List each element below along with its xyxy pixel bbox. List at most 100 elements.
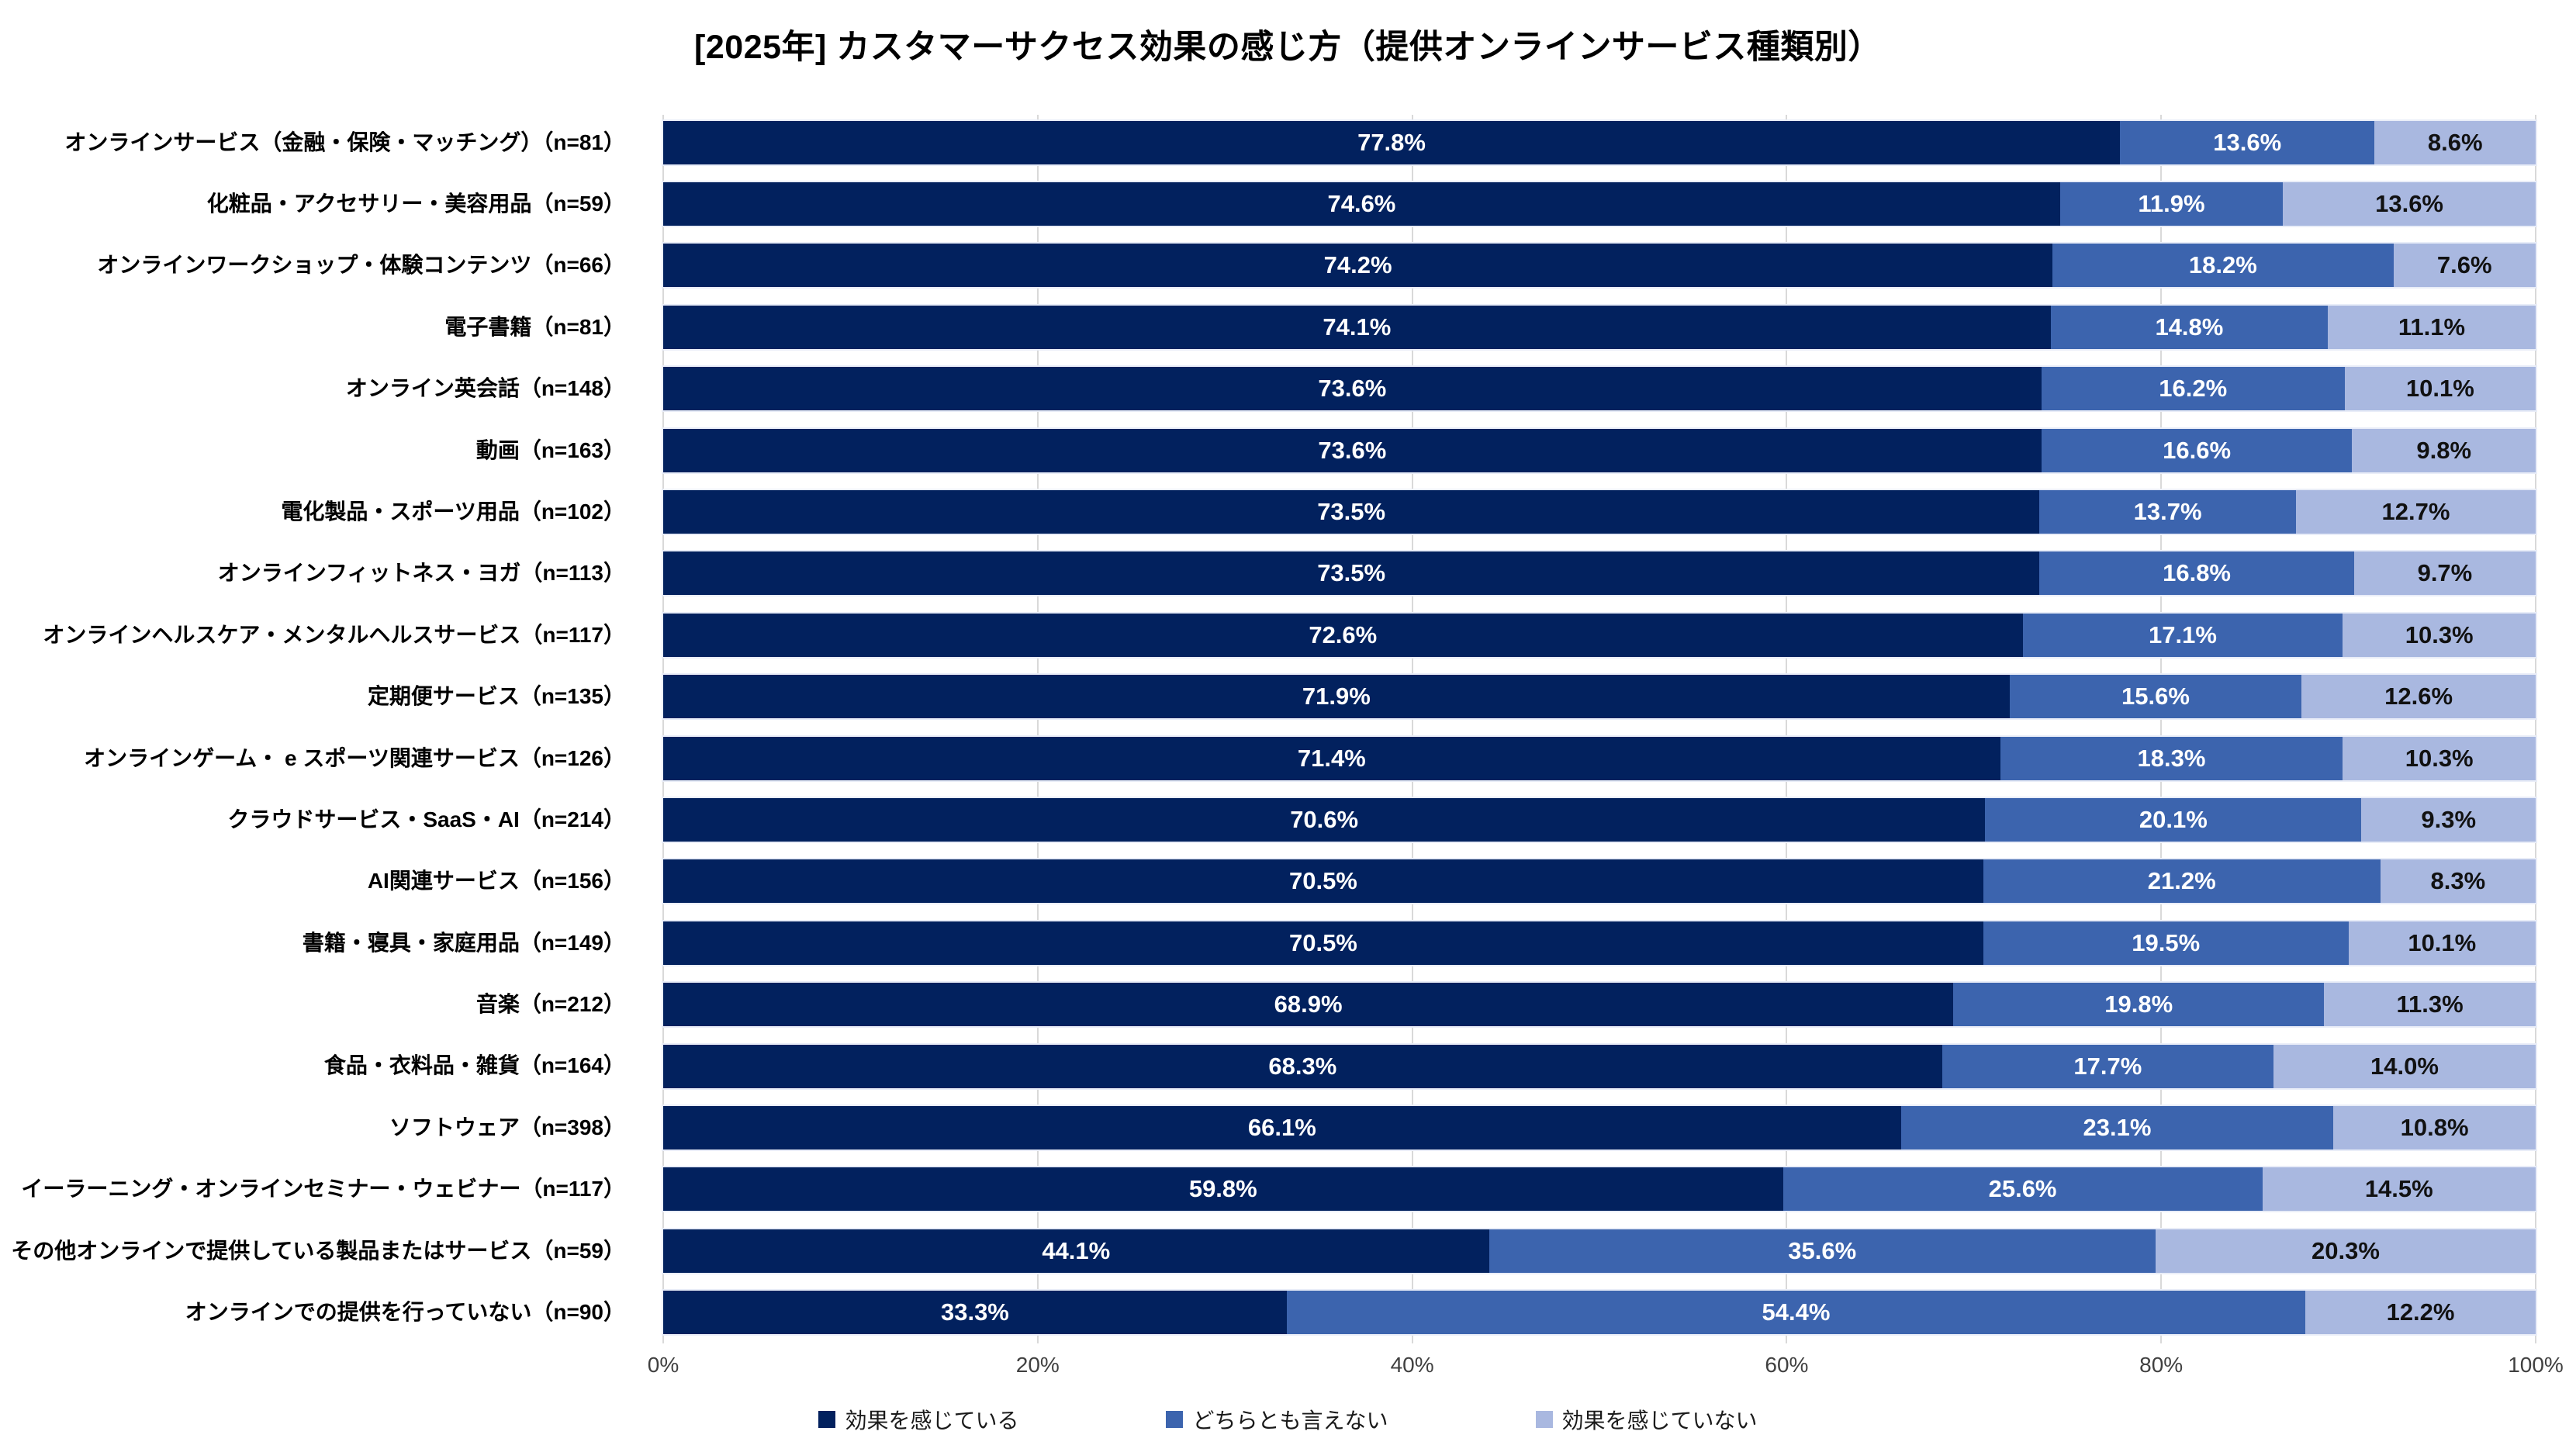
x-tick-label: 40%: [1390, 1352, 1434, 1377]
bar-segment-s2: 17.1%: [2022, 613, 2343, 657]
bar-segment-s3: 20.3%: [2155, 1229, 2536, 1273]
chart-row: その他オンラインで提供している製品またはサービス（n=59） 44.1% 35.6%…: [0, 1220, 2576, 1281]
bar-segment-s1: 66.1%: [663, 1105, 1901, 1150]
x-axis: 0% 20% 40% 60% 80% 100%: [648, 1352, 2564, 1384]
bar-value-label: 14.5%: [2364, 1175, 2433, 1203]
bar-value-label: 74.2%: [1323, 251, 1392, 279]
stacked-bar: 70.5% 21.2% 8.3%: [663, 859, 2536, 904]
bar-value-label: 59.8%: [1188, 1175, 1257, 1203]
category-label: オンラインフィットネス・ヨガ（n=113）: [217, 561, 625, 586]
bar-value-label: 16.6%: [2163, 436, 2232, 464]
stacked-bar: 68.9% 19.8% 11.3%: [663, 983, 2536, 1027]
chart-row: イーラーニング・オンラインセミナー・ウェビナー（n=117） 59.8% 25.6%…: [0, 1159, 2576, 1220]
bar-value-label: 10.3%: [2405, 744, 2474, 772]
bar-value-label: 21.2%: [2147, 867, 2216, 895]
legend-swatch: [1535, 1410, 1553, 1428]
bar-segment-s1: 74.1%: [663, 305, 2051, 349]
bar-segment-s1: 74.6%: [663, 182, 2060, 226]
stacked-bar: 44.1% 35.6% 20.3%: [663, 1229, 2536, 1273]
legend-item: どちらとも言えない: [1166, 1404, 1388, 1435]
bar-segment-s1: 68.9%: [663, 983, 1954, 1027]
bar-value-label: 23.1%: [2083, 1113, 2152, 1141]
bar-segment-s2: 11.9%: [2059, 182, 2284, 226]
bar-segment-s3: 10.1%: [2344, 367, 2536, 411]
bar-value-label: 54.4%: [1762, 1298, 1831, 1326]
stacked-bar: 73.5% 16.8% 9.7%: [663, 551, 2536, 596]
bar-value-label: 77.8%: [1357, 128, 1426, 156]
bar-segment-s3: 12.7%: [2295, 490, 2536, 534]
plot-area: オンラインサービス（金融・保険・マッチング）（n=81） 77.8% 13.6% 8.…: [0, 112, 2576, 1435]
category-label: 化粧品・アクセサリー・美容用品（n=59）: [206, 191, 625, 216]
bar-segment-s3: 14.0%: [2273, 1044, 2536, 1088]
bar-segment-s1: 59.8%: [663, 1167, 1783, 1212]
chart-row: オンラインでの提供を行っていない（n=90） 33.3% 54.4% 12.2%: [0, 1281, 2576, 1343]
bar-value-label: 71.9%: [1302, 683, 1371, 710]
bar-value-label: 10.3%: [2405, 621, 2474, 648]
bar-segment-s2: 17.7%: [1942, 1044, 2274, 1088]
category-label: オンライン英会話（n=148）: [345, 376, 625, 401]
bar-segment-s1: 33.3%: [663, 1291, 1287, 1335]
stacked-bar: 73.6% 16.2% 10.1%: [663, 367, 2536, 411]
category-label: 食品・衣料品・雑貨（n=164）: [323, 1053, 625, 1078]
bar-value-label: 20.1%: [2139, 805, 2208, 833]
bar-value-label: 8.3%: [2430, 867, 2486, 895]
rows: オンラインサービス（金融・保険・マッチング）（n=81） 77.8% 13.6% 8.…: [0, 112, 2576, 1343]
bar-value-label: 16.8%: [2163, 559, 2231, 587]
bar-segment-s1: 70.5%: [663, 921, 1983, 965]
bar-segment-s2: 13.7%: [2039, 490, 2296, 534]
bar-value-label: 73.5%: [1317, 498, 1386, 526]
bar-value-label: 25.6%: [1988, 1175, 2057, 1203]
category-label: 動画（n=163）: [475, 437, 625, 462]
bar-value-label: 12.6%: [2384, 683, 2453, 710]
bar-segment-s3: 12.6%: [2301, 675, 2536, 719]
category-label: オンラインヘルスケア・メンタルヘルスサービス（n=117）: [43, 622, 625, 647]
bar-segment-s1: 73.5%: [663, 490, 2040, 534]
chart-row: 音楽（n=212） 68.9% 19.8% 11.3%: [0, 973, 2576, 1035]
bar-segment-s2: 15.6%: [2009, 675, 2302, 719]
bar-segment-s3: 12.2%: [2305, 1291, 2536, 1335]
category-label: その他オンラインで提供している製品またはサービス（n=59）: [11, 1238, 625, 1263]
bar-value-label: 73.5%: [1317, 559, 1386, 587]
chart-row: オンラインゲーム・ e スポーツ関連サービス（n=126） 71.4% 18.3% 1…: [0, 728, 2576, 789]
bar-value-label: 70.6%: [1290, 805, 1359, 833]
bar-value-label: 68.3%: [1268, 1052, 1337, 1080]
chart-row: オンラインワークショップ・体験コンテンツ（n=66） 74.2% 18.2% 7.6%: [0, 235, 2576, 296]
bar-segment-s1: 73.5%: [663, 551, 2040, 596]
bar-value-label: 19.8%: [2104, 990, 2173, 1018]
stacked-bar: 66.1% 23.1% 10.8%: [663, 1105, 2536, 1150]
bar-value-label: 11.9%: [2138, 190, 2205, 218]
bar-value-label: 17.1%: [2149, 621, 2217, 648]
gridline: [1786, 115, 1788, 1343]
legend-label: 効果を感じている: [845, 1408, 1019, 1433]
bar-segment-s2: 21.2%: [1983, 859, 2381, 904]
bar-value-label: 9.3%: [2421, 805, 2477, 833]
stacked-bar: 74.6% 11.9% 13.6%: [663, 182, 2536, 226]
bar-segment-s1: 44.1%: [663, 1229, 1489, 1273]
stacked-bar: 74.2% 18.2% 7.6%: [663, 244, 2536, 288]
bar-value-label: 74.1%: [1323, 313, 1392, 341]
bar-segment-s1: 71.4%: [663, 736, 2000, 780]
bar-segment-s3: 10.3%: [2343, 736, 2536, 780]
bar-segment-s3: 9.7%: [2353, 551, 2536, 596]
bar-value-label: 14.0%: [2370, 1052, 2439, 1080]
bar-value-label: 71.4%: [1297, 744, 1366, 772]
gridline: [1411, 115, 1413, 1343]
bar-value-label: 10.1%: [2408, 928, 2477, 956]
bar-segment-s1: 73.6%: [663, 367, 2042, 411]
bar-segment-s1: 70.6%: [663, 797, 1986, 842]
legend: 効果を感じている どちらとも言えない 効果を感じていない: [0, 1404, 2576, 1435]
stacked-bar: 71.9% 15.6% 12.6%: [663, 675, 2536, 719]
chart-row: 電子書籍（n=81） 74.1% 14.8% 11.1%: [0, 296, 2576, 358]
bar-segment-s1: 70.5%: [663, 859, 1983, 904]
bar-segment-s1: 71.9%: [663, 675, 2010, 719]
bar-value-label: 12.7%: [2381, 498, 2450, 526]
chart-row: オンラインサービス（金融・保険・マッチング）（n=81） 77.8% 13.6% 8.…: [0, 112, 2576, 173]
category-label: 書籍・寝具・家庭用品（n=149）: [302, 930, 625, 955]
gridlines: [662, 115, 2536, 1343]
bar-segment-s2: 13.6%: [2120, 120, 2375, 164]
x-tick-label: 100%: [2508, 1352, 2564, 1377]
gridline: [1036, 115, 1039, 1343]
bar-value-label: 70.5%: [1288, 867, 1357, 895]
bar-value-label: 33.3%: [940, 1298, 1009, 1326]
category-label: クラウドサービス・SaaS・AI（n=214）: [227, 807, 625, 831]
